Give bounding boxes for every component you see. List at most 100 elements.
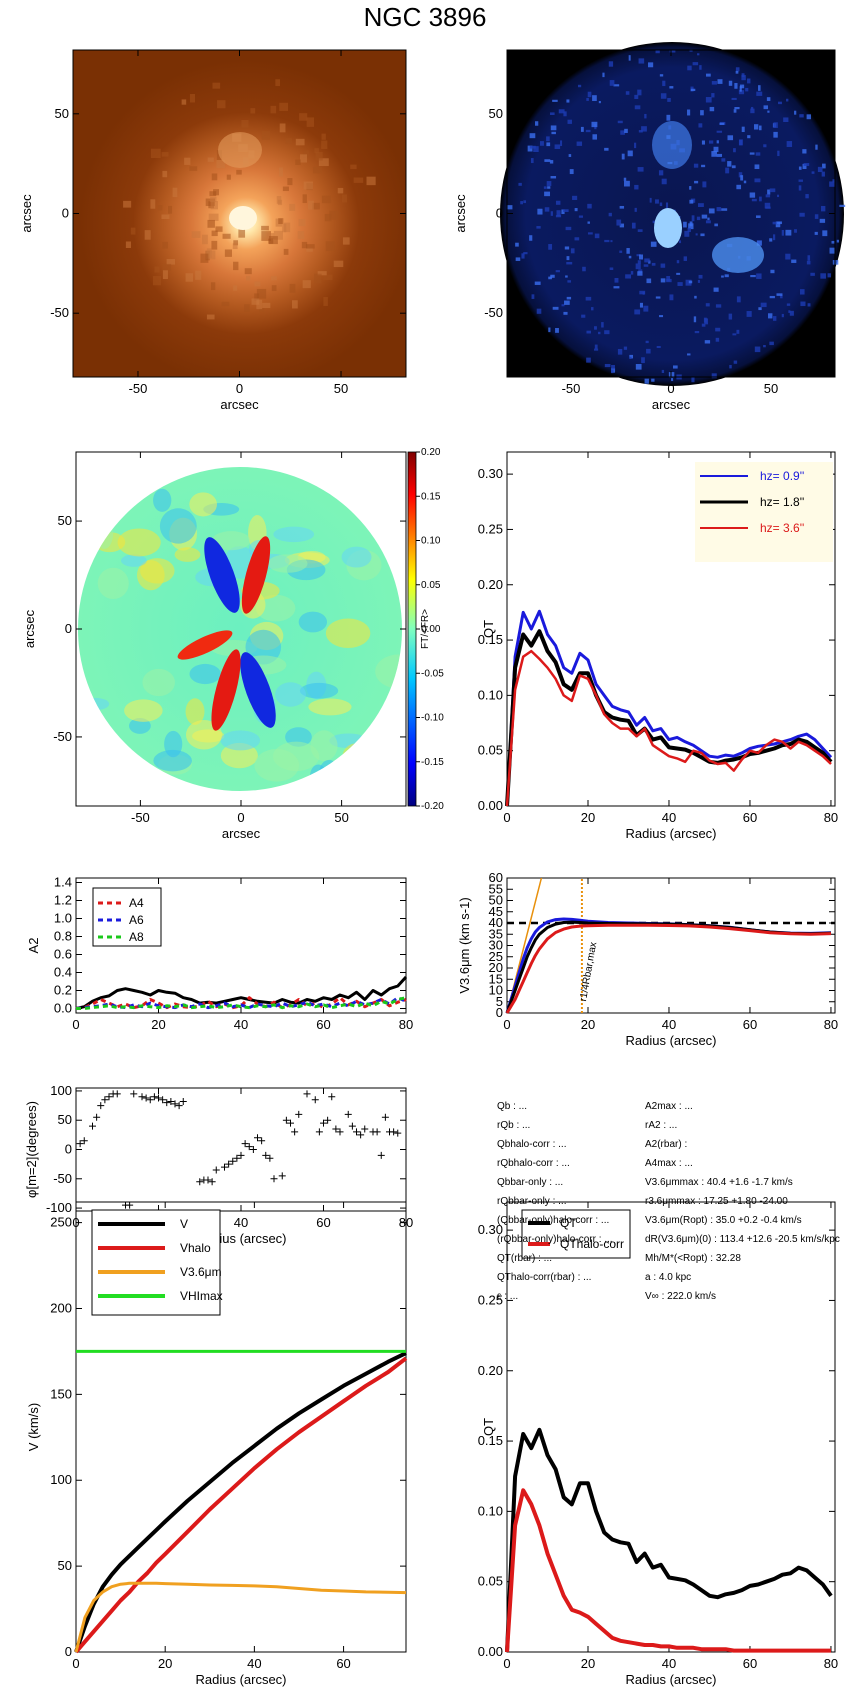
noise-patch — [802, 149, 807, 154]
noise-patch — [645, 340, 649, 344]
noise-patch — [691, 215, 695, 222]
phase-point — [101, 1096, 109, 1104]
x-tick-label: 40 — [662, 1017, 676, 1032]
noise-patch — [770, 269, 775, 274]
texture-patch — [226, 174, 231, 180]
x-tick-label: 40 — [662, 1656, 676, 1671]
noise-patch — [800, 289, 805, 295]
noise-patch — [756, 273, 762, 279]
noise-patch — [536, 226, 541, 229]
noise-patch — [585, 129, 591, 133]
noise-patch — [634, 94, 639, 99]
phase-point — [93, 1113, 101, 1121]
x-tick-label: 0 — [236, 381, 243, 396]
series-line-2 — [74, 1356, 408, 1654]
noise-patch — [558, 109, 565, 114]
texture-patch — [303, 181, 313, 190]
phase-point — [381, 1113, 389, 1121]
colorbar-tick-label: 0.00 — [421, 624, 441, 635]
phase-point — [130, 1090, 138, 1098]
noise-patch — [637, 89, 642, 96]
noise-patch — [546, 142, 551, 147]
colorbar-label: FT/<FR> — [420, 609, 431, 649]
noise-patch — [613, 84, 620, 87]
legend-qthalo-2: QThalo-corr — [560, 1237, 624, 1251]
noise-patch — [763, 344, 766, 348]
noise-patch — [800, 301, 806, 307]
phase-point — [89, 1122, 96, 1130]
noise-patch — [567, 280, 572, 283]
noise-patch — [734, 83, 738, 89]
figure-title: NGC 3896 — [364, 2, 487, 32]
phase-point — [394, 1129, 402, 1137]
x-tick-label: 0 — [72, 1017, 79, 1032]
noise-patch — [755, 152, 761, 156]
noise-patch — [684, 230, 690, 237]
noise-patch — [552, 306, 559, 310]
param-left-6: rQbbar-only : ... — [497, 1196, 566, 1207]
noise-patch — [786, 303, 791, 306]
axes-rotation-curve: 0 20 40 60 0 50 100 150 200 250 Radius (arcsec) V (… — [26, 1201, 408, 1687]
phase-point — [328, 1093, 336, 1101]
texture-patch — [300, 154, 307, 163]
noise-patch — [554, 144, 561, 149]
x-tick-label: -50 — [129, 381, 148, 396]
noise-patch — [821, 171, 825, 177]
force-patch — [299, 682, 339, 699]
noise-patch — [660, 278, 666, 283]
y-tick-label: 0.4 — [54, 965, 72, 980]
noise-patch — [671, 378, 674, 382]
phase-point — [270, 1175, 278, 1183]
force-patch — [189, 492, 217, 517]
phase-point — [303, 1090, 311, 1098]
x-tick-label: 40 — [662, 810, 676, 825]
panel-forcemap: 0.20 0.15 0.10 0.05 0.00 -0.05 -0.10 -0.15 -0.20… — [78, 447, 444, 812]
noise-patch — [619, 250, 623, 253]
noise-patch — [594, 344, 598, 349]
axes-image-orange: -50 0 50 -50 0 50 arcsec arcsec — [19, 49, 407, 412]
series-line-1 — [505, 609, 833, 807]
noise-patch — [644, 113, 647, 119]
noise-patch — [728, 80, 733, 86]
noise-patch — [701, 214, 708, 219]
y-tick-label: 0.6 — [54, 947, 72, 962]
noise-patch — [700, 110, 704, 116]
texture-patch — [207, 219, 215, 228]
x-tick-label: 80 — [399, 1017, 413, 1032]
noise-patch — [548, 327, 551, 333]
noise-patch — [656, 345, 661, 348]
phase-point — [291, 1128, 299, 1136]
phase-point — [241, 1140, 249, 1148]
noise-patch — [773, 131, 778, 138]
noise-patch — [738, 139, 743, 146]
noise-patch — [550, 125, 557, 131]
texture-patch — [283, 222, 291, 233]
y-tick-label: 5 — [496, 994, 503, 1009]
noise-patch — [696, 216, 701, 221]
param-left-8: (rQbbar-only)halo-corr : ... — [497, 1234, 613, 1245]
noise-patch — [716, 153, 723, 157]
colorbar-tick-label: 0.20 — [421, 447, 441, 458]
noise-patch — [832, 260, 839, 265]
noise-patch — [529, 145, 536, 149]
texture-patch — [321, 140, 328, 149]
phase-point — [249, 1146, 257, 1153]
noise-patch — [829, 247, 835, 254]
noise-patch — [836, 239, 839, 243]
force-patch — [185, 698, 205, 725]
noise-patch — [638, 130, 643, 133]
noise-patch — [721, 158, 726, 162]
y-axis-label: arcsec — [22, 609, 37, 648]
texture-patch — [306, 247, 313, 252]
phase-point — [225, 1160, 233, 1168]
param-right-4: A4max : ... — [645, 1158, 693, 1169]
noise-patch — [530, 158, 534, 164]
force-positive-upper — [241, 536, 271, 614]
phase-point — [167, 1097, 175, 1105]
noise-patch — [634, 184, 639, 190]
texture-patch — [273, 230, 283, 240]
noise-patch — [687, 65, 692, 71]
phase-point — [336, 1128, 344, 1136]
phase-point — [324, 1116, 332, 1124]
texture-patch — [278, 167, 283, 177]
